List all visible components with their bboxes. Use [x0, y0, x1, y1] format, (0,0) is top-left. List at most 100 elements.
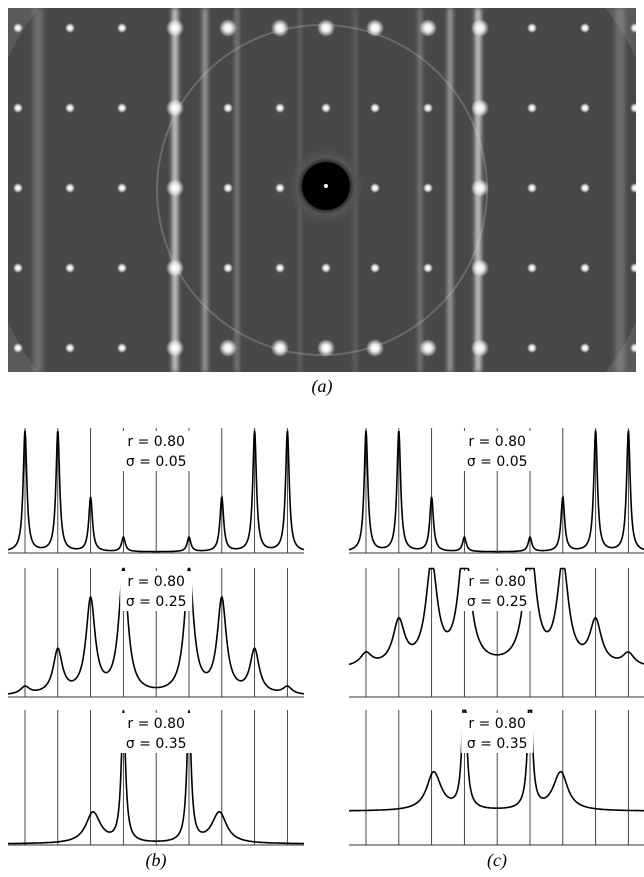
streak: [615, 8, 625, 372]
r-label: r = 0.80: [127, 716, 185, 732]
bragg-spot: [527, 263, 537, 273]
bragg-spot: [580, 263, 590, 273]
bragg-spot: [423, 103, 433, 113]
profile-panel: r = 0.80 σ = 0.35: [349, 709, 644, 846]
bragg-spot: [471, 339, 489, 357]
bragg-spot: [117, 23, 127, 33]
sigma-label: σ = 0.35: [126, 736, 187, 752]
sigma-label: σ = 0.05: [467, 454, 528, 470]
bragg-spot: [423, 263, 433, 273]
bragg-spot: [13, 263, 23, 273]
sigma-label: σ = 0.35: [467, 736, 528, 752]
label-background: [461, 713, 534, 753]
profile-panel: r = 0.80 σ = 0.35: [8, 710, 304, 846]
bragg-spot: [580, 103, 590, 113]
bragg-spot: [527, 183, 537, 193]
bragg-spot: [65, 183, 75, 193]
bragg-spot: [527, 23, 537, 33]
bragg-spot: [321, 103, 331, 113]
bragg-spot: [166, 19, 184, 37]
bragg-spot: [223, 183, 233, 193]
profile-panel: r = 0.80 σ = 0.05: [7, 428, 305, 554]
bragg-spot: [13, 103, 23, 113]
bragg-spot: [580, 23, 590, 33]
bragg-spot: [630, 23, 636, 33]
bragg-spot: [630, 263, 636, 273]
label-background: [120, 431, 193, 471]
bragg-spot: [419, 19, 437, 37]
bragg-spot: [630, 103, 636, 113]
bragg-spot: [317, 19, 335, 37]
bragg-spot: [370, 103, 380, 113]
bragg-spot: [219, 339, 237, 357]
bragg-spot: [471, 259, 489, 277]
intensity-profile: [348, 567, 644, 666]
bragg-spot: [65, 263, 75, 273]
bragg-spot: [419, 339, 437, 357]
bragg-spot: [13, 343, 23, 353]
caption-b: (b): [146, 850, 167, 871]
bragg-spot: [527, 103, 537, 113]
streak: [418, 8, 422, 372]
bragg-spot: [321, 263, 331, 273]
bragg-spot: [65, 343, 75, 353]
bragg-spot: [117, 103, 127, 113]
streak: [447, 8, 453, 372]
bragg-spot: [580, 183, 590, 193]
bragg-spot: [317, 339, 335, 357]
r-label: r = 0.80: [468, 434, 526, 450]
bragg-spot: [271, 339, 289, 357]
intensity-profile: [7, 567, 304, 695]
bragg-spot: [117, 343, 127, 353]
intensity-profile: [8, 710, 304, 845]
bragg-spot: [630, 343, 636, 353]
streak: [235, 8, 239, 372]
caption-c: (c): [487, 850, 507, 871]
streak: [202, 8, 208, 372]
label-background: [461, 431, 534, 471]
bragg-spot: [366, 339, 384, 357]
intensity-profile: [7, 430, 305, 553]
bragg-spot: [630, 183, 636, 193]
diffraction-image: [8, 8, 636, 372]
bragg-spot: [223, 263, 233, 273]
sigma-label: σ = 0.25: [126, 594, 187, 610]
bragg-spot: [223, 103, 233, 113]
bragg-spot: [370, 183, 380, 193]
r-label: r = 0.80: [468, 716, 526, 732]
bragg-spot: [166, 259, 184, 277]
bragg-spot: [423, 183, 433, 193]
detector-area: [8, 8, 636, 372]
bragg-spot: [366, 19, 384, 37]
profile-panel: r = 0.80 σ = 0.25: [7, 567, 304, 698]
bragg-spot: [166, 179, 184, 197]
intensity-profile: [349, 709, 644, 812]
bragg-spot: [275, 183, 285, 193]
bragg-spot: [166, 99, 184, 117]
r-label: r = 0.80: [127, 574, 185, 590]
label-background: [461, 571, 534, 611]
bragg-spot: [580, 343, 590, 353]
profile-panel: r = 0.80 σ = 0.25: [348, 567, 644, 698]
streak: [33, 8, 43, 372]
bragg-spot: [219, 19, 237, 37]
sigma-label: σ = 0.25: [467, 594, 528, 610]
label-background: [120, 571, 193, 611]
profile-panel: r = 0.80 σ = 0.05: [348, 428, 644, 554]
r-label: r = 0.80: [468, 574, 526, 590]
bragg-spot: [117, 183, 127, 193]
bragg-spot: [13, 23, 23, 33]
r-label: r = 0.80: [127, 434, 185, 450]
bragg-spot: [65, 103, 75, 113]
bragg-spot: [370, 263, 380, 273]
caption-a: (a): [312, 376, 333, 397]
intensity-profile: [348, 430, 644, 553]
bragg-spot: [13, 183, 23, 193]
bragg-spot: [275, 103, 285, 113]
bragg-spot: [471, 19, 489, 37]
bragg-spot: [65, 23, 75, 33]
sigma-label: σ = 0.05: [126, 454, 187, 470]
bragg-spot: [471, 179, 489, 197]
bragg-spot: [117, 263, 127, 273]
